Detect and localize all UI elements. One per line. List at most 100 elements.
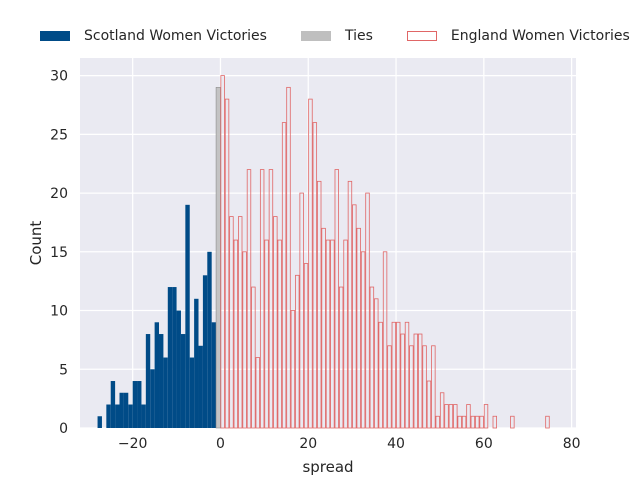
bar-scotland — [207, 251, 212, 428]
legend-swatch-scotland — [40, 31, 70, 41]
bar-england — [295, 274, 300, 429]
bar-england — [369, 286, 375, 429]
legend-entry-ties: Ties — [300, 28, 373, 44]
bar-england — [444, 404, 449, 429]
bar-england — [334, 169, 339, 429]
bar-england — [233, 239, 239, 429]
bar-england — [448, 404, 454, 429]
bar-england — [431, 345, 436, 429]
bar-scotland — [119, 392, 124, 428]
bar-england — [317, 180, 322, 429]
bar-england — [264, 239, 269, 429]
bar-scotland — [141, 404, 146, 428]
bar-england — [242, 251, 247, 429]
bar-england — [259, 169, 265, 429]
bar-england — [277, 239, 282, 429]
bar-england — [229, 216, 234, 429]
bar-england — [466, 404, 471, 429]
legend-label-england: England Women Victories — [450, 28, 630, 44]
bar-england — [453, 404, 458, 429]
bar-scotland — [163, 357, 168, 428]
bar-england — [321, 227, 326, 429]
bar-scotland — [180, 334, 186, 428]
bar-england — [325, 239, 331, 429]
bar-scotland — [172, 287, 177, 428]
x-tick-label: 0 — [216, 436, 225, 452]
bar-england — [426, 380, 432, 429]
bar-scotland — [198, 345, 203, 428]
x-tick-label: 80 — [563, 436, 581, 452]
bar-scotland — [189, 357, 195, 428]
bar-england — [360, 251, 366, 429]
bar-england — [461, 415, 467, 429]
bar-scotland — [110, 381, 116, 428]
bar-england — [303, 263, 309, 429]
y-tick-label: 15 — [50, 245, 68, 261]
bar-england — [413, 333, 418, 429]
bar-england — [422, 345, 427, 429]
bar-england — [290, 310, 296, 429]
legend-label-scotland: Scotland Women Victories — [84, 28, 267, 44]
bar-england — [510, 415, 515, 429]
bar-england — [492, 415, 497, 429]
legend-swatch-england — [406, 31, 437, 41]
x-tick-label: 40 — [387, 436, 405, 452]
x-tick-label: 60 — [475, 436, 493, 452]
bar-england — [251, 286, 256, 429]
bar-england — [382, 251, 388, 429]
bar-england — [281, 122, 287, 429]
bar-england — [365, 192, 370, 429]
y-axis-label: Count — [27, 221, 45, 266]
bar-scotland — [145, 334, 151, 428]
legend-label-ties: Ties — [344, 28, 373, 44]
bar-england — [356, 227, 361, 429]
y-tick-label: 5 — [59, 362, 68, 378]
bar-england — [347, 180, 353, 429]
bar-scotland — [128, 404, 133, 428]
bar-england — [286, 86, 291, 429]
bar-scotland — [97, 416, 102, 428]
bar-scotland — [202, 275, 208, 428]
bar-scotland — [132, 381, 138, 428]
y-tick-label: 20 — [50, 186, 68, 202]
bar-england — [352, 204, 357, 429]
bar-england — [255, 357, 260, 429]
chart-legend: Scotland Women Victories Ties England Wo… — [40, 27, 630, 45]
bar-england — [338, 286, 344, 429]
bar-england — [246, 169, 252, 429]
bar-england — [457, 415, 462, 429]
histogram-bars — [97, 75, 550, 429]
bar-england — [273, 216, 278, 429]
x-tick-label: 20 — [299, 436, 317, 452]
x-tick-label: −20 — [118, 436, 148, 452]
bar-scotland — [176, 310, 181, 428]
bar-england — [409, 345, 414, 429]
bar-england — [224, 98, 230, 429]
bar-england — [545, 415, 550, 429]
bar-scotland — [123, 392, 129, 428]
bar-england — [400, 333, 405, 429]
bar-england — [387, 345, 392, 429]
bar-england — [475, 415, 480, 429]
bar-scotland — [159, 334, 164, 428]
bar-england — [470, 415, 476, 429]
bar-england — [343, 239, 348, 429]
bar-scotland — [211, 322, 217, 428]
y-tick-label: 30 — [50, 69, 68, 85]
bar-england — [417, 333, 423, 429]
bar-england — [439, 392, 445, 429]
bar-england — [268, 169, 274, 429]
bar-england — [391, 321, 397, 429]
y-tick-label: 25 — [50, 127, 68, 143]
bar-scotland — [185, 204, 190, 428]
bar-england — [483, 404, 489, 429]
y-tick-label: 0 — [59, 421, 68, 437]
bar-england — [404, 321, 410, 429]
bar-england — [378, 321, 383, 429]
bar-england — [299, 192, 304, 429]
bar-england — [330, 239, 335, 429]
bar-england — [312, 122, 318, 429]
bar-england — [479, 415, 484, 429]
